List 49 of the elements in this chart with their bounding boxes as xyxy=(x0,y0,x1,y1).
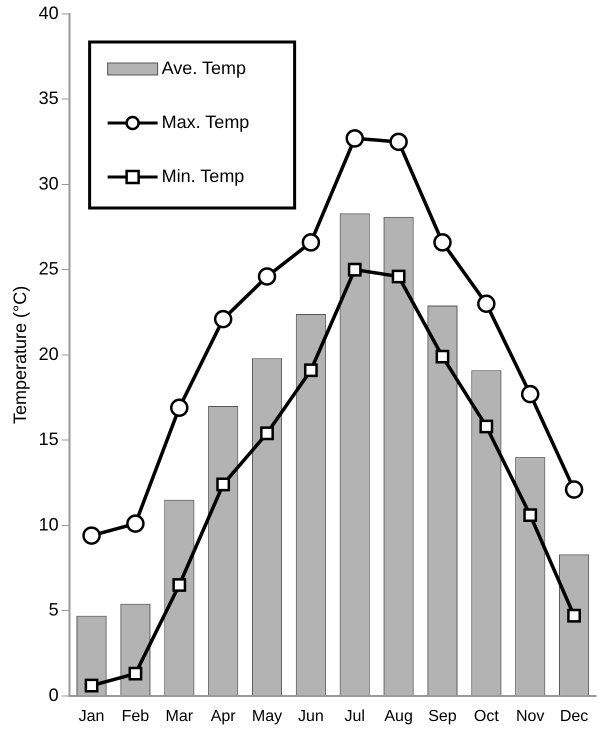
point xyxy=(348,262,362,277)
y-tick-label: 20 xyxy=(38,344,59,364)
point xyxy=(345,129,364,148)
point xyxy=(564,480,584,499)
y-tick-label: 40 xyxy=(38,2,59,23)
x-tick-label: May xyxy=(252,708,282,725)
y-tick-label: 15 xyxy=(38,429,59,450)
point xyxy=(567,608,581,623)
point xyxy=(436,350,450,364)
y-tick-label: 10 xyxy=(38,514,59,534)
x-tick-label: Nov xyxy=(516,708,544,725)
point xyxy=(214,310,232,328)
point xyxy=(479,420,494,434)
y-axis-title: Temperature (°C) xyxy=(10,286,30,424)
x-tick-label: Jul xyxy=(344,708,365,725)
point xyxy=(523,508,538,522)
point xyxy=(477,294,496,314)
point xyxy=(433,233,452,252)
x-tick-label: Sep xyxy=(428,708,457,725)
y-tick-label: 30 xyxy=(38,173,59,194)
y-tick-label: 5 xyxy=(48,600,59,620)
point xyxy=(84,678,98,692)
x-tick-label: Jan xyxy=(78,708,104,725)
x-tick-label: Oct xyxy=(474,708,500,725)
point xyxy=(260,426,274,440)
point xyxy=(126,514,145,533)
x-tick-label: Aug xyxy=(384,708,413,725)
point xyxy=(128,666,142,681)
x-tick-label: Jun xyxy=(298,708,324,725)
x-tick-label: Feb xyxy=(122,708,150,725)
point xyxy=(172,578,186,592)
legend-label: Min. Temp xyxy=(162,166,244,186)
x-tick-label: Apr xyxy=(210,708,236,725)
x-tick-label: Mar xyxy=(166,708,194,725)
point xyxy=(389,132,408,152)
point xyxy=(392,270,406,284)
point xyxy=(258,267,276,286)
y-tick-label: 0 xyxy=(48,684,59,705)
point xyxy=(304,363,318,378)
point xyxy=(216,478,230,492)
point xyxy=(302,233,320,252)
x-tick-label: Dec xyxy=(560,708,588,725)
point xyxy=(82,526,101,545)
legend-label: Ave. Temp xyxy=(162,58,246,78)
point xyxy=(170,398,189,417)
y-tick-label: 35 xyxy=(38,88,59,108)
legend-label: Max. Temp xyxy=(162,112,250,132)
point xyxy=(520,384,540,404)
y-tick-label: 25 xyxy=(38,258,59,279)
